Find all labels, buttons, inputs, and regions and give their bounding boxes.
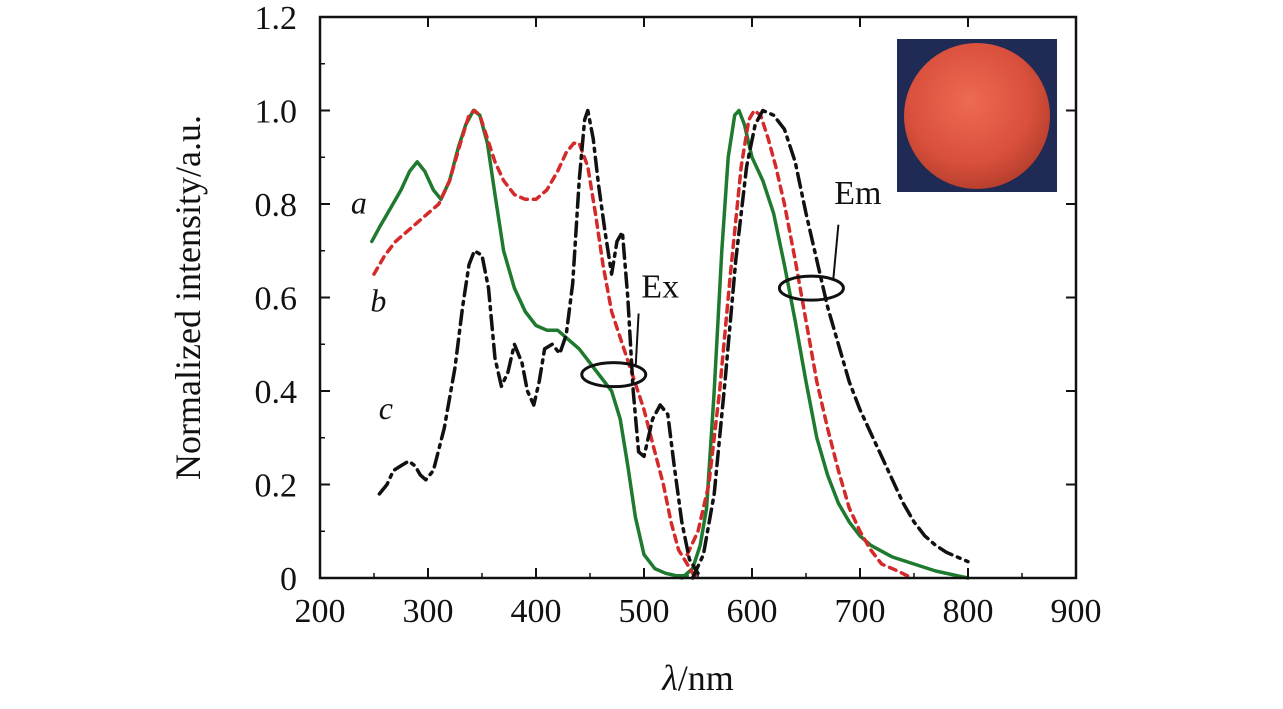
x-tick-label: 200 (295, 593, 346, 630)
x-tick-label: 400 (511, 593, 562, 630)
series-label-a: a (351, 184, 367, 220)
y-tick-label: 0.8 (255, 187, 298, 224)
y-tick-label: 0 (280, 561, 297, 598)
annotation-ellipse-em (777, 274, 845, 302)
series-c-line-emission (690, 108, 970, 580)
x-tick-label: 500 (619, 593, 670, 630)
annotation-leader-ex (634, 313, 640, 365)
annotation-ellipse-ex (580, 361, 648, 389)
annotation-label-em: Em (834, 175, 881, 212)
series-b-line-excitation (372, 108, 700, 580)
y-tick-label: 0.6 (255, 281, 298, 318)
series-a-line-excitation (370, 108, 689, 578)
y-tick-label: 1.0 (255, 94, 298, 131)
labels-layer: 200 300 400 500 600 700 800 900 0 0.2 0.4 0.6 0.8 1.0… (255, 0, 1102, 630)
x-tick-label: 800 (943, 593, 994, 630)
x-axis-symbol: λ (661, 658, 678, 698)
x-axis-unit: /nm (678, 658, 734, 698)
y-tick-label: 1.2 (255, 0, 298, 37)
x-tick-label: 600 (727, 593, 778, 630)
series-b-line-emission (685, 108, 914, 580)
x-tick-label: 700 (835, 593, 886, 630)
ticks-layer (319, 16, 1077, 579)
annotation-layer: Ex Em (580, 175, 881, 389)
y-tick-label: 0.2 (255, 468, 298, 505)
series-a-line-emission (680, 108, 970, 580)
series-layer (370, 108, 970, 580)
y-axis-title: Normalized intensity/a.u. (168, 115, 208, 480)
x-axis-title: λ/nm (661, 658, 734, 698)
annotation-leader-em (832, 224, 840, 279)
y-tick-label: 0.4 (255, 374, 298, 411)
annotation-label-ex: Ex (641, 269, 679, 306)
series-c-line-excitation (377, 108, 700, 576)
x-tick-label: 900 (1051, 593, 1102, 630)
inset-photo (897, 39, 1057, 192)
phosphor-disc (904, 43, 1050, 189)
series-label-c: c (379, 390, 393, 426)
x-tick-label: 300 (403, 593, 454, 630)
series-label-b: b (370, 283, 386, 319)
